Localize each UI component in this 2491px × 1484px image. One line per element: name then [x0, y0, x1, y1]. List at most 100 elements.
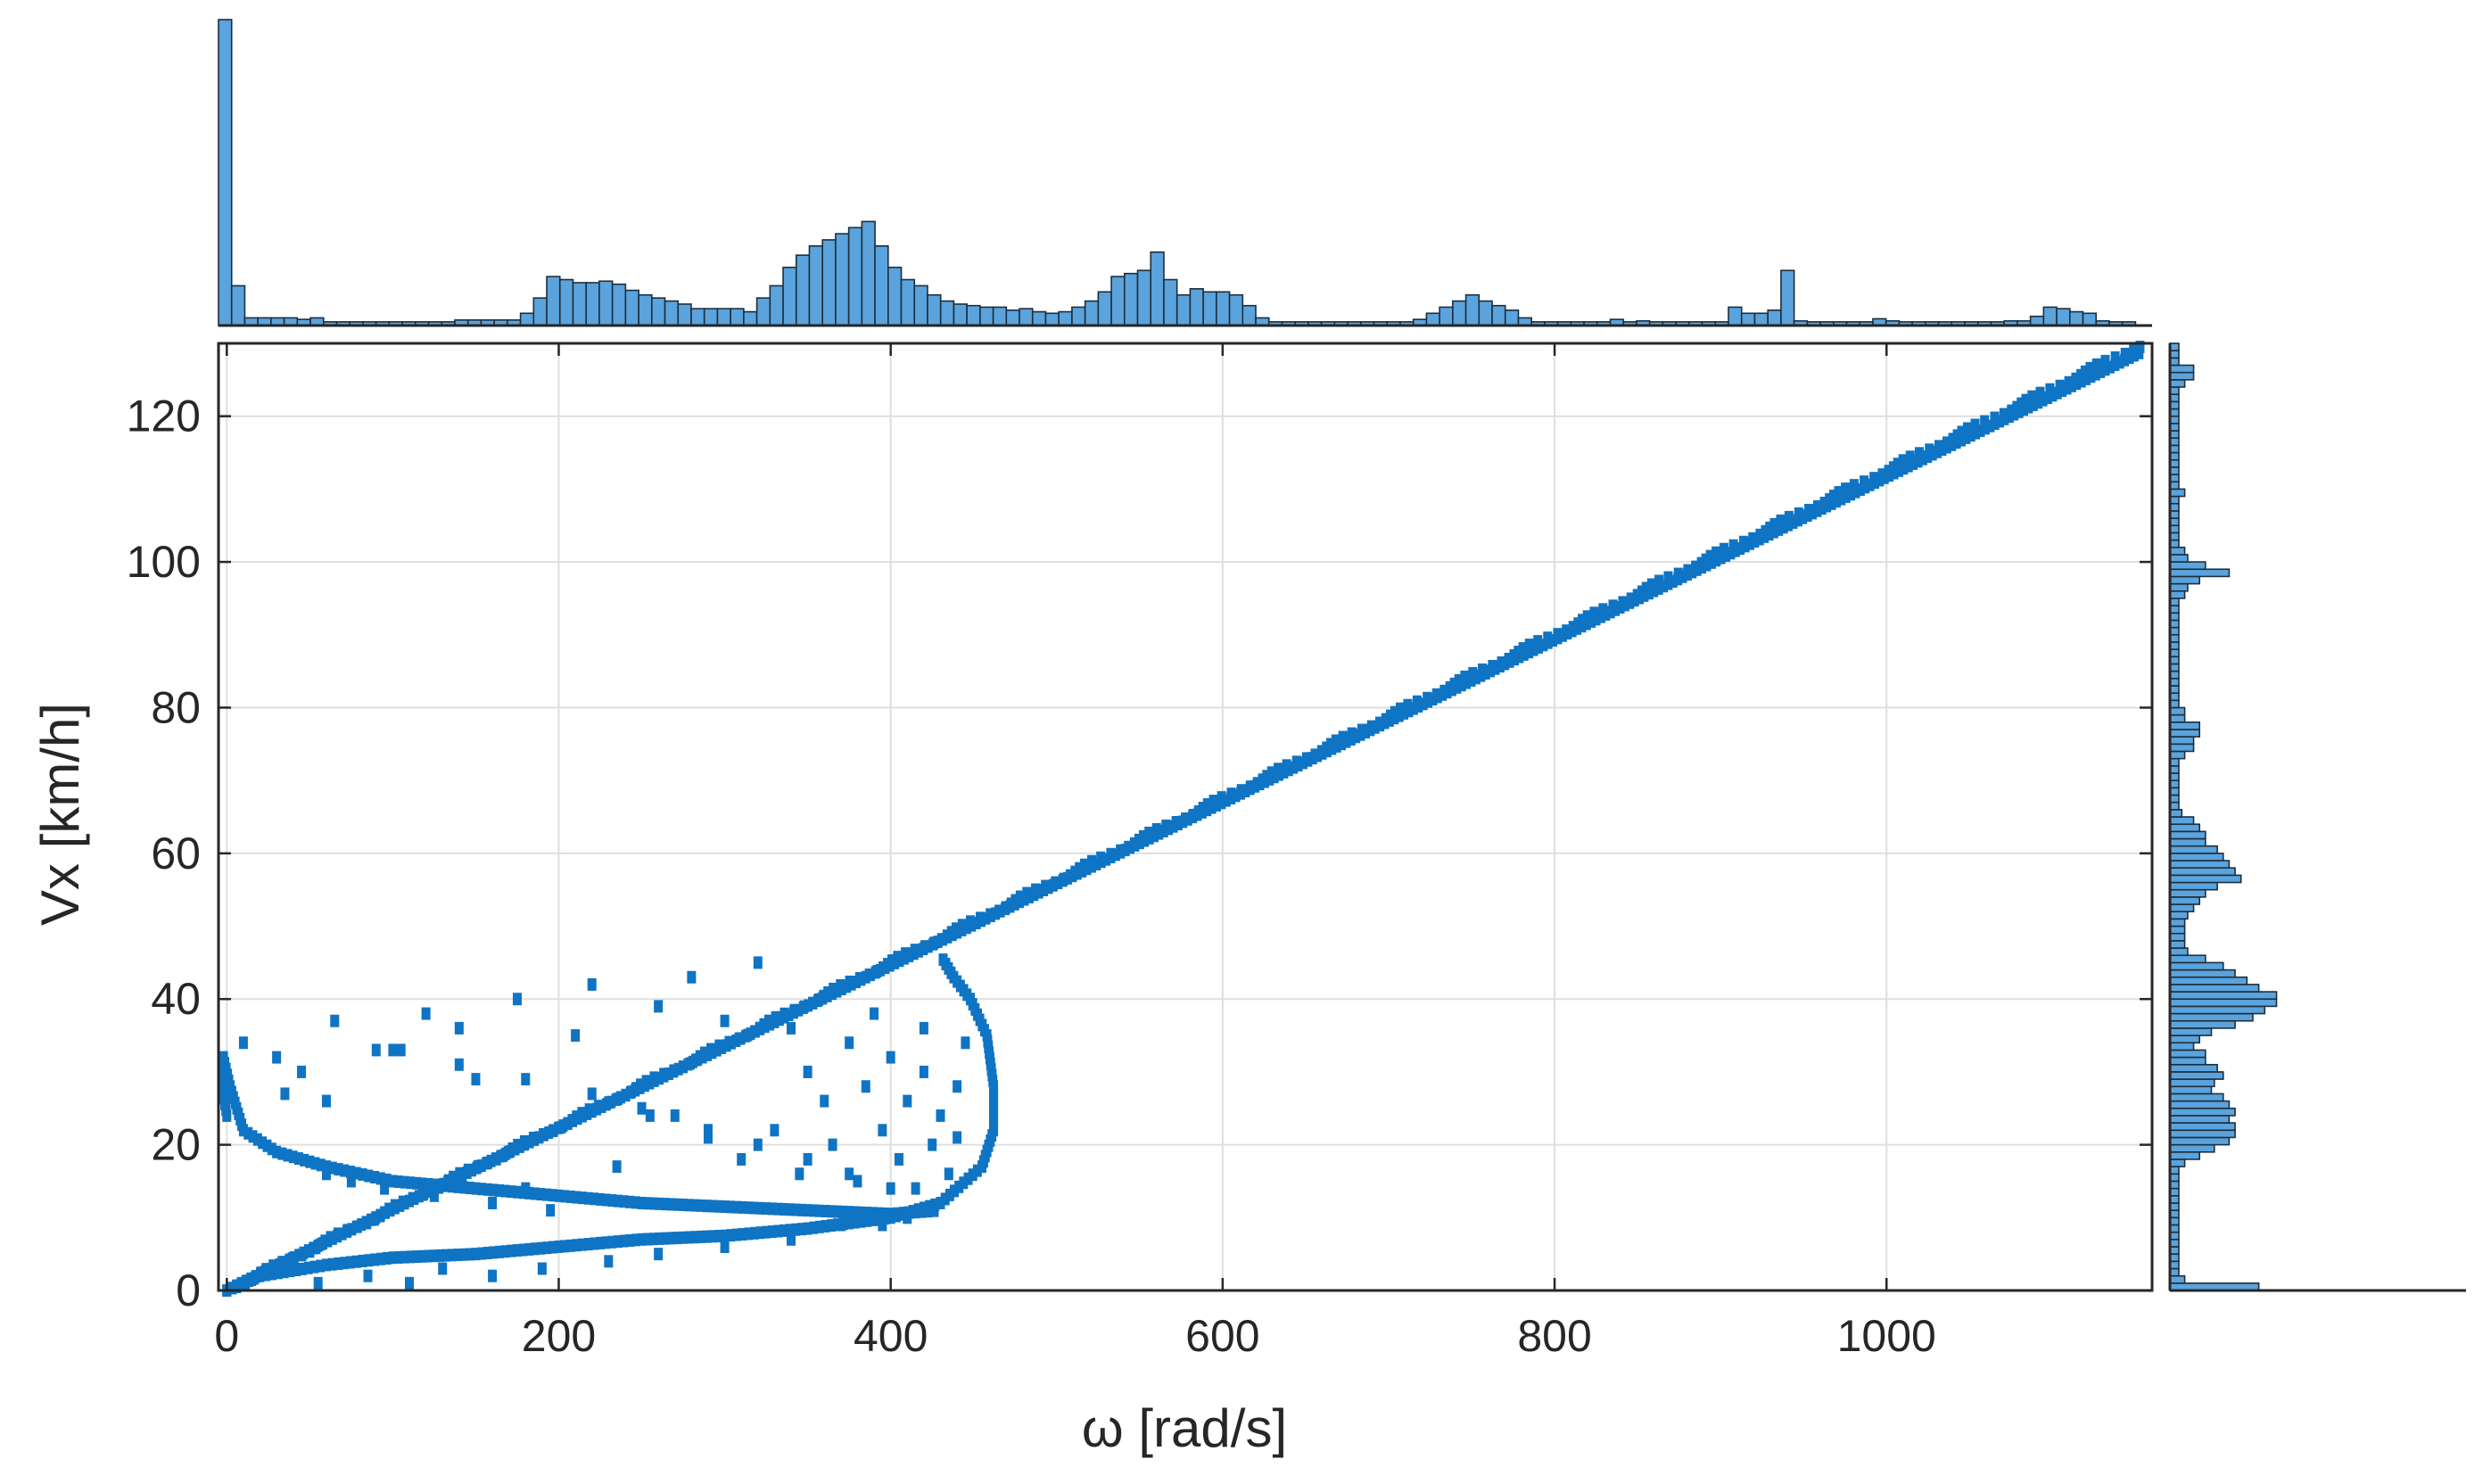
top-histogram-bar: [2056, 308, 2071, 326]
loop-left-point: [679, 1199, 689, 1212]
upper-band-point: [557, 1121, 566, 1134]
right-histogram-bar: [2169, 976, 2248, 985]
right-histogram-bar: [2169, 961, 2224, 971]
right-histogram-bar: [2169, 1100, 2231, 1109]
upper-band-point: [1663, 571, 1673, 584]
upper-band-point: [1454, 673, 1464, 687]
upper-band-point: [799, 1000, 809, 1013]
upper-band-point: [1543, 631, 1553, 645]
loop-right-point: [738, 1227, 747, 1241]
right-histogram-bar: [2169, 911, 2189, 920]
loop-left-point: [856, 1206, 866, 1219]
loop-left-point: [453, 1180, 463, 1193]
upper-band-point: [1765, 521, 1775, 534]
loop-left-point: [697, 1199, 706, 1212]
main-line-point: [2082, 372, 2091, 385]
loop-right-point: [583, 1238, 593, 1251]
y-tick-label: 120: [127, 392, 201, 441]
loop-right-point: [749, 1226, 759, 1240]
main-line-point: [1913, 455, 1923, 468]
loop-left-point: [429, 1178, 439, 1191]
upper-band-point: [1654, 574, 1664, 588]
upper-band-point: [1942, 436, 1951, 449]
upper-band-point: [1129, 837, 1139, 850]
scatter-point: [321, 1167, 331, 1181]
upper-band-point: [380, 1206, 390, 1219]
scatter-point: [944, 1167, 953, 1181]
loop-left-point: [267, 1142, 276, 1156]
upper-band-point: [1804, 503, 1814, 516]
upper-band-point: [887, 954, 897, 968]
loop-left-point: [731, 1200, 741, 1214]
loop-right-point: [565, 1239, 575, 1252]
top-histogram-bar: [1753, 312, 1769, 326]
top-histogram-bar: [1163, 278, 1178, 326]
loop-right-point: [500, 1245, 510, 1258]
upper-band-point: [1646, 578, 1656, 591]
loop-right-point: [791, 1223, 801, 1236]
loop-right-point: [755, 1226, 765, 1240]
upper-band-point: [326, 1231, 335, 1244]
upper-band-point: [352, 1220, 362, 1233]
loop-right-point: [388, 1251, 398, 1265]
x-tick-label: 800: [1517, 1311, 1591, 1361]
upper-band-point: [1151, 822, 1161, 836]
scatter-point: [421, 1007, 431, 1020]
upper-band-point: [1915, 447, 1925, 460]
upper-band-point: [1980, 415, 1990, 428]
loop-right-point: [400, 1250, 409, 1264]
right-histogram-bar: [2169, 582, 2189, 592]
upper-band-point: [1962, 422, 1972, 435]
right-histogram-bar: [2169, 1158, 2186, 1167]
loop-right-point: [375, 1252, 385, 1266]
loop-right-point: [334, 1257, 343, 1270]
loop-left-point: [880, 1207, 890, 1220]
loop-left-point: [762, 1202, 771, 1216]
right-histogram-bar: [2169, 823, 2201, 833]
loop-right-point: [417, 1249, 427, 1263]
main-line-point: [1716, 551, 1726, 565]
upper-band-point: [920, 940, 930, 953]
loop-left-point: [435, 1179, 445, 1192]
main-line-point: [1110, 848, 1120, 862]
scatter-point: [911, 1182, 920, 1195]
scatter-point: [571, 1029, 581, 1043]
main-line-point: [2052, 386, 2062, 400]
upper-band-point: [814, 993, 824, 1006]
loop-right-point: [821, 1219, 830, 1233]
right-histogram-bar: [2169, 1042, 2195, 1051]
upper-band-point: [641, 1075, 651, 1088]
loop-left-point: [886, 1208, 895, 1221]
scatter-point: [919, 1021, 928, 1035]
loop-right-point: [447, 1249, 457, 1262]
loop-right-point: [364, 1254, 374, 1267]
upper-band-point: [2110, 350, 2120, 364]
loop-left-point: [252, 1133, 262, 1146]
upper-band-point: [1934, 440, 1944, 453]
loop-left-point: [248, 1130, 258, 1143]
main-line-point: [1466, 673, 1476, 687]
upper-band-point: [936, 933, 946, 946]
main-line-point: [1903, 459, 1913, 473]
loop-left-point: [738, 1200, 747, 1214]
scatter-point: [878, 1218, 887, 1232]
main-line-point: [1663, 577, 1673, 590]
loop-right-point: [303, 1261, 313, 1274]
top-histogram-bar: [703, 308, 719, 326]
right-histogram-bar: [2169, 1085, 2213, 1095]
main-line-point: [1784, 518, 1794, 532]
scatter-point: [770, 1124, 779, 1137]
loop-right-point: [554, 1240, 564, 1253]
loop-right-point: [548, 1241, 557, 1254]
upper-band-point: [473, 1159, 483, 1173]
loop-left-point: [578, 1191, 588, 1205]
upper-band-point: [1106, 847, 1116, 861]
upper-band-point: [1202, 798, 1212, 812]
scatter-point: [280, 1087, 290, 1101]
main-line-point: [2100, 363, 2110, 376]
scatter-point: [753, 1138, 763, 1151]
loop-left-point: [755, 1201, 765, 1215]
scatter-point: [861, 1080, 870, 1093]
main-line-point: [2028, 398, 2038, 411]
